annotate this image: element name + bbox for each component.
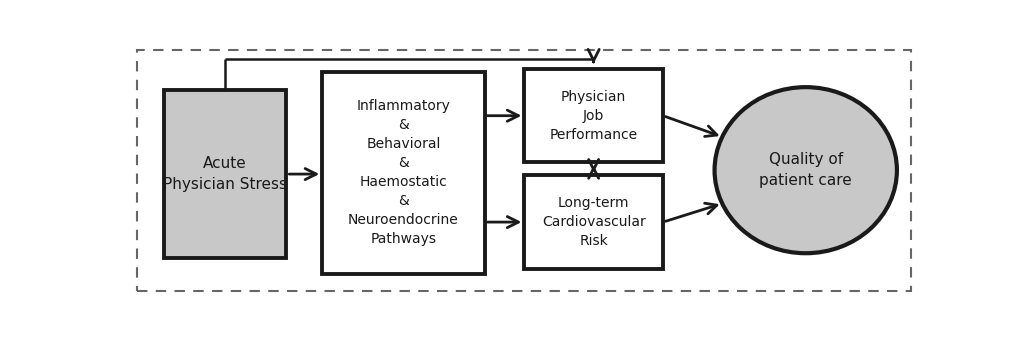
Text: Long-term
Cardiovascular
Risk: Long-term Cardiovascular Risk	[542, 196, 646, 248]
Ellipse shape	[714, 87, 897, 253]
Text: Quality of
patient care: Quality of patient care	[759, 152, 852, 188]
FancyBboxPatch shape	[525, 69, 663, 162]
Text: Physician
Job
Performance: Physician Job Performance	[549, 90, 637, 142]
Text: Inflammatory
&
Behavioral
&
Haemostatic
&
Neuroendocrine
Pathways: Inflammatory & Behavioral & Haemostatic …	[348, 99, 458, 246]
FancyBboxPatch shape	[164, 90, 286, 258]
Text: Acute
Physician Stress: Acute Physician Stress	[163, 156, 287, 192]
FancyBboxPatch shape	[525, 175, 663, 269]
FancyBboxPatch shape	[322, 71, 485, 274]
